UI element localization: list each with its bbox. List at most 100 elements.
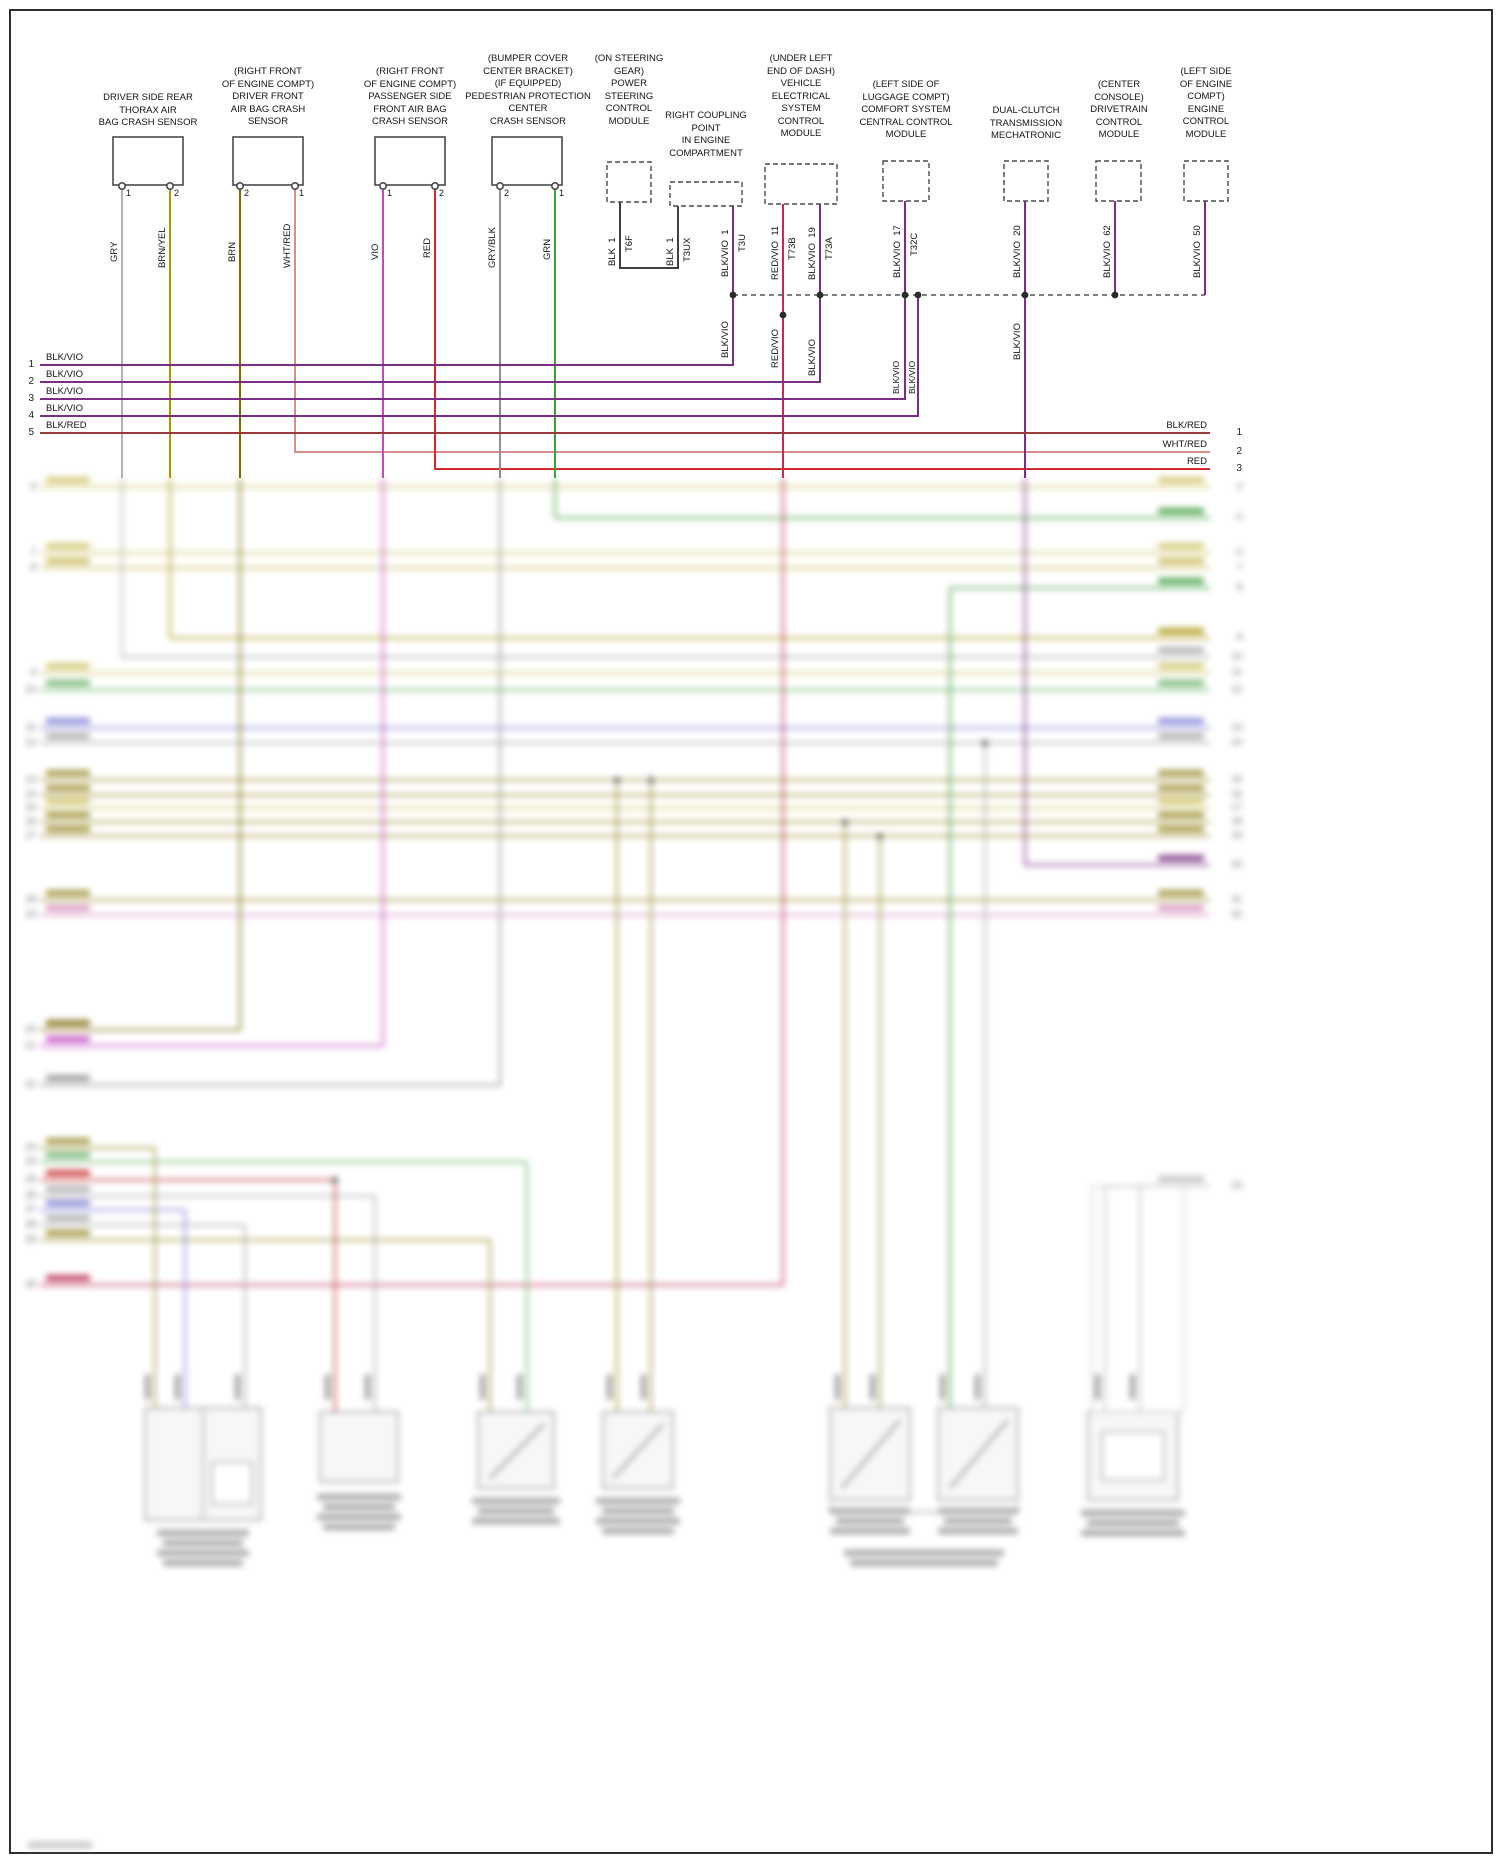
blurred-pin-label	[145, 1374, 150, 1400]
junction-dot	[982, 740, 988, 746]
edge-ref-number: 14	[25, 789, 36, 800]
box-drivetrain-module	[1095, 160, 1142, 202]
edge-ref-number: 12	[25, 737, 36, 748]
wire-blkvio-t3u	[40, 206, 734, 366]
blurred-wire-label	[323, 1504, 395, 1510]
edge-ref-number: 3	[28, 393, 34, 404]
blurred-pin-label	[175, 1374, 180, 1400]
wire-blkvio-branch	[40, 295, 919, 417]
blurred-wire-label	[836, 1518, 904, 1524]
blurred-wire-label	[1081, 1510, 1185, 1516]
edge-ref-number: 2	[1236, 446, 1242, 457]
edge-ref-number: 11	[26, 722, 36, 733]
edge-ref-number: 14	[1231, 737, 1242, 748]
edge-ref-number: 15	[25, 802, 36, 813]
junction-dot	[877, 833, 883, 839]
blurred-wire-label	[46, 826, 90, 832]
edge-wire-label: RED	[1186, 456, 1207, 467]
blurred-wire-label	[1158, 508, 1204, 514]
blurred-wire-label	[317, 1514, 401, 1520]
blurred-wire-label	[46, 543, 90, 549]
blurred-wire-label	[317, 1494, 401, 1500]
blurred-wire-label	[1158, 558, 1204, 564]
blurred-wire-label	[1158, 855, 1204, 861]
blurred-wire-label	[938, 1508, 1018, 1514]
pin-number: 2	[504, 188, 510, 198]
blurred-wire-label	[46, 1036, 90, 1042]
pin-number: 2	[439, 188, 445, 198]
blurred-wire-label	[46, 663, 90, 669]
blurred-wire-label	[478, 1508, 554, 1514]
box-driver-front-sensor	[232, 136, 304, 186]
blurred-wire-label	[830, 1508, 910, 1514]
edge-ref-number: 11	[1232, 667, 1242, 678]
wire-blk-t6f	[619, 202, 679, 269]
edge-ref-number: 15	[1231, 774, 1242, 785]
blurred-pin-label	[975, 1374, 980, 1400]
blurred-wire-label	[46, 1020, 90, 1026]
blurred-wire-label	[596, 1518, 680, 1524]
blurred-wire-label	[46, 1152, 90, 1158]
blurred-pin-label	[1095, 1374, 1100, 1400]
page-border	[9, 9, 1493, 1854]
edge-ref-number: 30	[25, 1279, 36, 1290]
edge-ref-number: 13	[25, 774, 36, 785]
blurred-wire-label	[1158, 826, 1204, 832]
blurred-wire-label	[602, 1508, 674, 1514]
edge-ref-number: 19	[1231, 830, 1242, 841]
blurred-pin-label	[325, 1374, 330, 1400]
blurred-wire-label	[1158, 890, 1204, 896]
pin-number: 2	[174, 188, 180, 198]
blurred-wire-label	[1087, 1520, 1179, 1526]
edge-ref-number: 4	[28, 410, 34, 421]
edge-ref-number: 20	[1231, 859, 1242, 870]
blurred-wire-label	[1158, 477, 1204, 483]
blurred-pin-label	[235, 1374, 240, 1400]
blurred-wire-label	[944, 1518, 1012, 1524]
blurred-wire-label	[472, 1498, 560, 1504]
edge-ref-number: 26	[25, 1190, 36, 1201]
edge-ref-number: 18	[1231, 816, 1242, 827]
blurred-wire-label	[46, 733, 90, 739]
pin-number: 1	[387, 188, 393, 198]
title-thorax-sensor: DRIVER SIDE REAR THORAX AIR BAG CRASH SE…	[98, 92, 198, 128]
edge-ref-number: 19	[25, 909, 36, 920]
blurred-wire-label	[1081, 1530, 1185, 1536]
blurred-wire-label	[1158, 785, 1204, 791]
blurred-wire-label	[1158, 647, 1204, 653]
blurred-wire-label	[472, 1518, 560, 1524]
blurred-pin-label	[607, 1374, 612, 1400]
title-comfort-module: (LEFT SIDE OF LUGGAGE COMPT) COMFORT SYS…	[859, 79, 953, 140]
bottom-component-boxes	[144, 1185, 1185, 1521]
edge-ref-number: 3	[1236, 463, 1242, 474]
edge-ref-number: 21	[1231, 894, 1242, 905]
box-mechatronic	[1003, 160, 1049, 202]
title-passenger-front-sensor: (RIGHT FRONT OF ENGINE COMPT) PASSENGER …	[363, 66, 457, 127]
edge-wire-label: BLK/VIO	[46, 369, 83, 380]
pin-number: 2	[244, 188, 250, 198]
edge-ref-number: 17	[25, 830, 36, 841]
box-thorax-sensor	[112, 136, 184, 186]
blurred-wire-label	[602, 1528, 674, 1534]
edge-ref-number: 20	[25, 1024, 36, 1035]
blurred-wire-label	[28, 1842, 92, 1848]
component-boxes	[112, 136, 1229, 207]
edge-wire-label: BLK/RED	[1166, 420, 1207, 431]
edge-wire-label: BLK/VIO	[46, 386, 83, 397]
blurred-wire-label	[1158, 1176, 1204, 1182]
edge-wire-label: BLK/VIO	[46, 403, 83, 414]
pin-number: 1	[559, 188, 565, 198]
edge-ref-number: 13	[1231, 722, 1242, 733]
blurred-wire-label	[46, 905, 90, 911]
blurred-wire-label	[850, 1560, 998, 1566]
edge-ref-number: 1	[28, 359, 34, 370]
junction-dot	[842, 819, 848, 825]
pin-number: 1	[299, 188, 305, 198]
title-power-steering: (ON STEERING GEAR) POWER STEERING CONTRO…	[594, 53, 664, 127]
edge-ref-number: 9	[30, 667, 36, 678]
junction-dot	[614, 777, 620, 783]
pin-number: 1	[126, 188, 132, 198]
